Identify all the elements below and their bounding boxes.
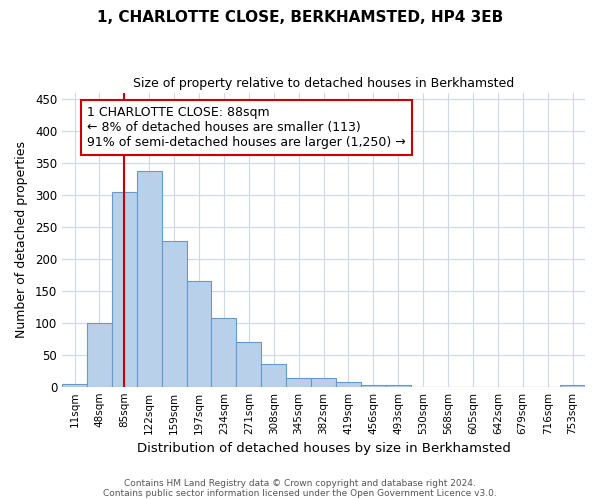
Title: Size of property relative to detached houses in Berkhamsted: Size of property relative to detached ho…	[133, 78, 514, 90]
Bar	[261, 364, 286, 386]
Text: 1, CHARLOTTE CLOSE, BERKHAMSTED, HP4 3EB: 1, CHARLOTTE CLOSE, BERKHAMSTED, HP4 3EB	[97, 10, 503, 25]
X-axis label: Distribution of detached houses by size in Berkhamsted: Distribution of detached houses by size …	[137, 442, 511, 455]
Y-axis label: Number of detached properties: Number of detached properties	[15, 142, 28, 338]
Bar	[286, 378, 311, 386]
Text: 1 CHARLOTTE CLOSE: 88sqm
← 8% of detached houses are smaller (113)
91% of semi-d: 1 CHARLOTTE CLOSE: 88sqm ← 8% of detache…	[87, 106, 406, 149]
Text: Contains public sector information licensed under the Open Government Licence v3: Contains public sector information licen…	[103, 488, 497, 498]
Bar	[87, 323, 112, 386]
Bar	[62, 384, 87, 386]
Text: Contains HM Land Registry data © Crown copyright and database right 2024.: Contains HM Land Registry data © Crown c…	[124, 478, 476, 488]
Bar	[336, 382, 361, 386]
Bar	[236, 342, 261, 386]
Bar	[187, 282, 211, 387]
Bar	[211, 318, 236, 386]
Bar	[112, 192, 137, 386]
Bar	[311, 378, 336, 386]
Bar	[137, 171, 161, 386]
Bar	[161, 241, 187, 386]
